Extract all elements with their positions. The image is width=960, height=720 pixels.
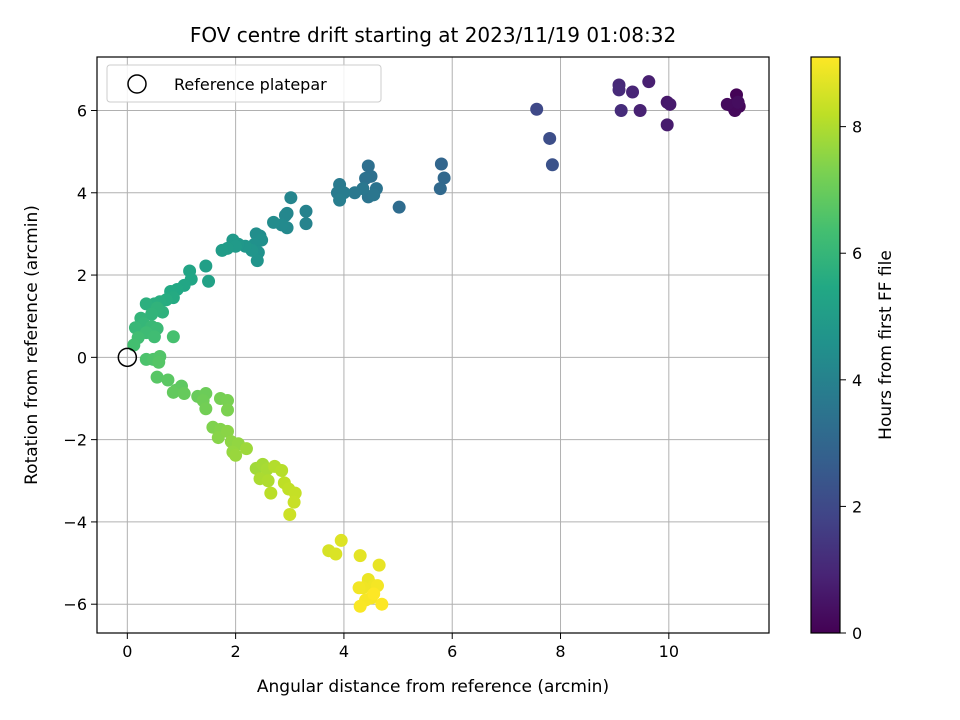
y-tick-label: −4 (63, 513, 87, 532)
data-point (221, 394, 235, 408)
data-point (161, 373, 175, 387)
y-axis-label: Rotation from reference (arcmin) (22, 205, 42, 485)
y-axis-ticks: −6 −4 −2 0 2 4 6 (63, 101, 97, 614)
data-point (614, 103, 628, 117)
x-tick-label: 4 (339, 642, 349, 661)
data-point (334, 533, 348, 547)
data-point (147, 330, 161, 344)
data-point (329, 547, 343, 561)
x-axis-ticks: 0 2 4 6 8 10 (122, 633, 679, 661)
grid-lines (97, 57, 769, 633)
data-point (261, 474, 275, 488)
data-point (202, 274, 216, 288)
data-point (199, 402, 213, 416)
data-point (299, 217, 313, 231)
data-point (166, 330, 180, 344)
y-tick-label: 0 (77, 348, 87, 367)
reference-platepar-marker (117, 347, 138, 368)
data-point (545, 158, 559, 172)
x-tick-label: 0 (122, 642, 132, 661)
data-point (287, 495, 301, 509)
data-point (211, 431, 225, 445)
data-point (145, 307, 159, 321)
data-point (731, 95, 745, 109)
data-point (543, 131, 557, 145)
y-tick-label: 2 (77, 266, 87, 285)
data-point (333, 193, 347, 207)
data-point (267, 215, 281, 229)
data-point (353, 549, 367, 563)
legend-box (106, 64, 382, 103)
data-point (199, 259, 213, 273)
data-point (612, 83, 626, 97)
data-point (392, 200, 406, 214)
data-point (250, 254, 264, 268)
colorbar-gradient (811, 57, 840, 633)
data-point (437, 171, 451, 185)
data-point (152, 355, 166, 369)
colorbar-tick-label: 6 (852, 244, 862, 263)
y-tick-label: −6 (63, 595, 87, 614)
data-point (642, 75, 656, 89)
data-point (139, 297, 153, 311)
x-tick-label: 8 (555, 642, 565, 661)
y-tick-label: 4 (77, 184, 87, 203)
data-point (221, 424, 235, 438)
y-tick-label: −2 (63, 431, 87, 450)
data-point (663, 97, 677, 111)
plot-frame (96, 56, 770, 634)
y-tick-label: 6 (77, 101, 87, 120)
colorbar-frame (810, 56, 841, 634)
data-point (375, 597, 389, 611)
colorbar-tick-label: 4 (852, 371, 862, 390)
data-points (127, 75, 746, 613)
data-point (166, 385, 180, 399)
data-point (284, 191, 298, 205)
data-point (128, 321, 142, 335)
data-point (353, 599, 367, 613)
x-tick-label: 6 (447, 642, 457, 661)
data-point (626, 85, 640, 99)
data-point (633, 103, 647, 117)
data-point (177, 387, 191, 401)
data-point (215, 243, 229, 257)
colorbar-tick-label: 0 (852, 624, 862, 643)
data-point (372, 558, 386, 572)
data-point (221, 403, 235, 417)
data-point (352, 581, 366, 595)
x-tick-label: 10 (659, 642, 679, 661)
data-point (433, 182, 447, 196)
data-point (127, 338, 141, 352)
data-point (367, 587, 381, 601)
data-point (361, 159, 375, 173)
colorbar-tick-label: 8 (852, 118, 862, 137)
data-point (264, 486, 278, 500)
data-point (434, 157, 448, 171)
colorbar-label: Hours from first FF file (876, 250, 896, 440)
data-point (229, 448, 243, 462)
data-point (367, 188, 381, 202)
data-point (239, 442, 253, 456)
data-point (530, 102, 544, 116)
colorbar-tick-label: 2 (852, 497, 862, 516)
data-point (348, 186, 362, 200)
data-point (275, 463, 289, 477)
data-point (299, 204, 313, 218)
x-axis-label: Angular distance from reference (arcmin) (257, 677, 609, 697)
x-tick-label: 2 (231, 642, 241, 661)
legend: Reference platepar (106, 64, 382, 103)
data-point (720, 97, 734, 111)
data-point (150, 370, 164, 384)
legend-entry-reference-platepar: Reference platepar (174, 75, 327, 94)
data-point (359, 171, 373, 185)
data-point (283, 508, 297, 522)
legend-reference-marker (127, 74, 147, 94)
chart-title: FOV centre drift starting at 2023/11/19 … (190, 23, 676, 47)
data-point (660, 118, 674, 132)
colorbar-ticks: 0 2 4 6 8 (840, 118, 862, 643)
